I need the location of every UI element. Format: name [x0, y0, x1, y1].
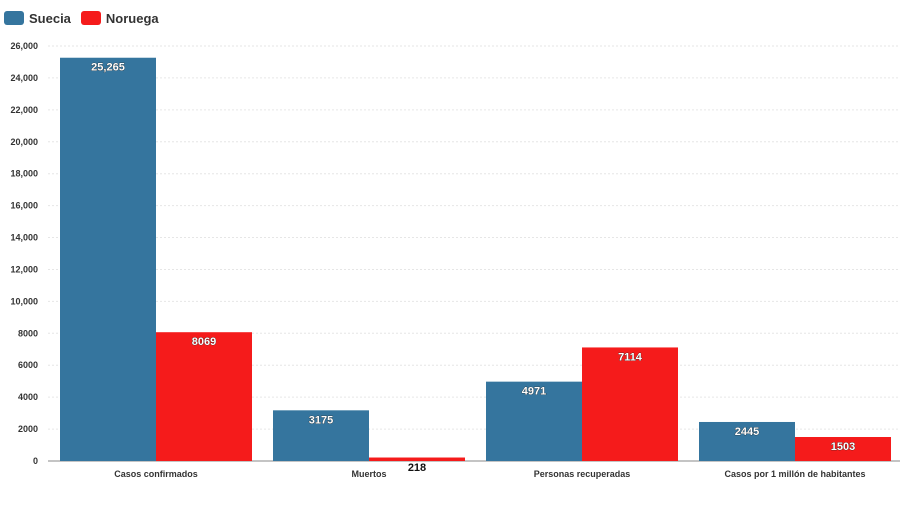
bar-noruega-0	[156, 332, 252, 461]
bar-noruega-3	[795, 437, 891, 461]
bar-suecia-2	[486, 381, 582, 461]
bars	[60, 57, 891, 462]
data-label-noruega-2: 7114	[618, 351, 643, 363]
y-tick-label: 16,000	[10, 201, 38, 211]
bar-noruega-2	[582, 347, 678, 461]
x-axis: Casos confirmados Muertos Personas recuper…	[114, 469, 865, 479]
bar-noruega-1	[369, 457, 465, 461]
legend-swatch-suecia	[4, 11, 24, 25]
data-label-suecia-0: 25,265	[91, 62, 125, 74]
y-axis: 0 2000 4000 6000 8000 10,000 12,000 14,000 16,00…	[10, 41, 38, 466]
data-label-noruega-3: 1503	[831, 441, 855, 453]
data-label-noruega-0: 8069	[192, 336, 216, 348]
y-tick-label: 14,000	[10, 233, 38, 243]
legend-item-noruega: Noruega	[80, 10, 159, 26]
bar-suecia-3	[699, 421, 795, 461]
bar-suecia-0	[60, 57, 156, 462]
data-label-suecia-1: 3175	[309, 414, 333, 426]
gridlines	[48, 45, 900, 462]
y-tick-label: 22,000	[10, 105, 38, 115]
y-tick-label: 10,000	[10, 296, 38, 306]
x-tick-label: Casos confirmados	[114, 469, 198, 479]
y-tick-label: 4000	[18, 392, 38, 402]
y-tick-label: 20,000	[10, 137, 38, 147]
data-labels: 25,265 8069 3175 218 4971 7114 2445 1503	[91, 61, 856, 474]
y-tick-label: 24,000	[10, 73, 38, 83]
legend: Suecia Noruega	[4, 9, 169, 27]
data-label-noruega-1: 218	[408, 462, 426, 474]
y-tick-label: 26,000	[10, 41, 38, 51]
y-tick-label: 8000	[18, 328, 38, 338]
bar-suecia-1	[273, 410, 369, 461]
x-tick-label: Personas recuperadas	[534, 469, 631, 479]
y-tick-label: 0	[33, 456, 38, 466]
legend-label-suecia: Suecia	[29, 10, 71, 26]
legend-item-suecia: Suecia	[4, 11, 71, 26]
y-tick-label: 18,000	[10, 169, 38, 179]
legend-swatch-noruega	[80, 11, 101, 25]
y-tick-label: 6000	[18, 360, 38, 370]
data-label-suecia-3: 2445	[735, 426, 759, 438]
y-tick-label: 12,000	[10, 264, 38, 274]
x-tick-label: Muertos	[351, 469, 386, 479]
y-tick-label: 2000	[18, 424, 38, 434]
x-tick-label: Casos por 1 millón de habitantes	[724, 469, 865, 479]
data-label-suecia-2: 4971	[522, 386, 546, 398]
legend-label-noruega: Noruega	[105, 10, 159, 26]
